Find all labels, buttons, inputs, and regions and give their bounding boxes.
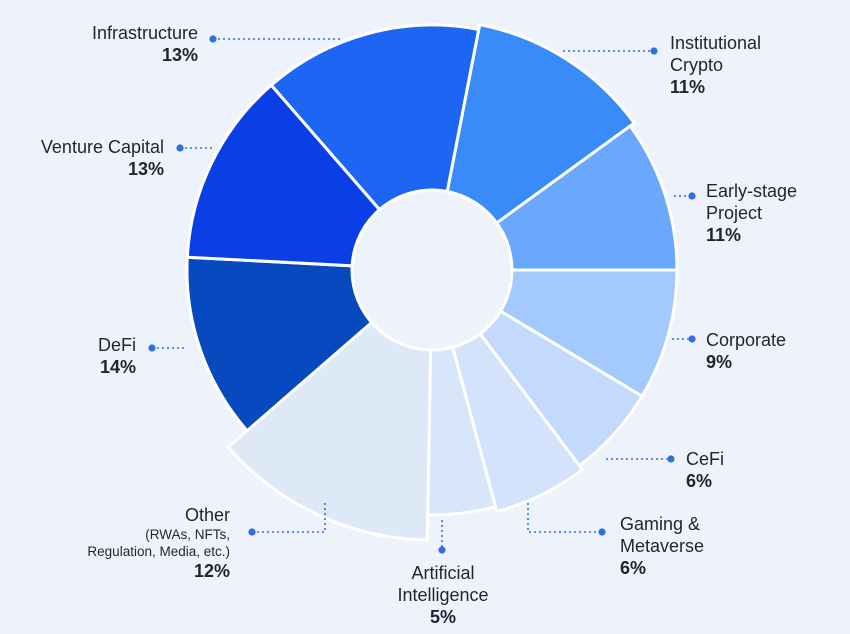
leader-dot-venture-capital (176, 144, 184, 152)
label-gaming-metaverse: Gaming & Metaverse 6% (620, 513, 750, 579)
label-ai-name-1: Artificial (411, 563, 475, 583)
label-early-name-1: Early-stage (706, 181, 798, 201)
label-early-name-2: Project (706, 203, 763, 223)
label-venture-capital-name: Venture Capital (40, 137, 164, 157)
label-defi-name: DeFi (97, 335, 136, 355)
label-other-sub-1: (RWAs, NFTs, (145, 527, 230, 542)
label-venture-capital-pct: 13% (127, 159, 164, 179)
label-defi: DeFi 14% (60, 334, 136, 378)
label-early-pct: 11% (706, 225, 742, 245)
label-venture-capital: Venture Capital 13% (2, 136, 164, 180)
label-institutional-crypto: Institutional Crypto 11% (670, 32, 810, 98)
label-defi-pct: 14% (99, 357, 136, 377)
label-institutional-name-1: Institutional (670, 33, 762, 53)
leader-dot-other (248, 528, 256, 536)
slice-other (226, 268, 434, 542)
label-infrastructure-pct: 13% (161, 45, 198, 65)
label-corporate-name: Corporate (706, 330, 787, 350)
label-ai-name-2: Intelligence (397, 585, 489, 605)
leader-dot-cefi (667, 455, 675, 463)
leader-dot-defi (148, 344, 156, 352)
label-other-name: Other (184, 505, 230, 525)
leader-dot-infrastructure (209, 35, 217, 43)
label-artificial-intelligence: Artificial Intelligence 5% (383, 562, 503, 628)
label-gaming-pct: 6% (620, 558, 647, 578)
label-gaming-name-2: Metaverse (620, 536, 705, 556)
label-infrastructure-name: Infrastructure (91, 23, 198, 43)
donut-hole (350, 188, 514, 352)
leader-dot-corporate (688, 335, 696, 343)
label-cefi-pct: 6% (686, 471, 713, 491)
label-other-sub-2: Regulation, Media, etc.) (87, 544, 230, 559)
leader-dot-artificial-intelligence (438, 546, 446, 554)
label-infrastructure: Infrastructure 13% (40, 22, 198, 66)
label-cefi-name: CeFi (686, 449, 725, 469)
label-cefi: CeFi 6% (686, 448, 766, 492)
leader-dot-early-stage-project (688, 192, 696, 200)
label-gaming-name-1: Gaming & (620, 514, 701, 534)
label-institutional-name-2: Crypto (670, 55, 724, 75)
label-corporate-pct: 9% (706, 352, 733, 372)
label-other: Other (RWAs, NFTs, Regulation, Media, et… (30, 504, 230, 582)
leader-dot-gaming-metaverse (598, 528, 606, 536)
label-early-stage-project: Early-stage Project 11% (706, 180, 836, 246)
label-other-pct: 12% (193, 561, 230, 581)
leader-line-gaming-metaverse (527, 503, 602, 533)
leader-lines (148, 35, 696, 554)
label-corporate: Corporate 9% (706, 329, 826, 373)
label-institutional-pct: 11% (670, 77, 706, 97)
leader-dot-institutional-crypto (650, 47, 658, 55)
label-ai-pct: 5% (429, 607, 456, 627)
